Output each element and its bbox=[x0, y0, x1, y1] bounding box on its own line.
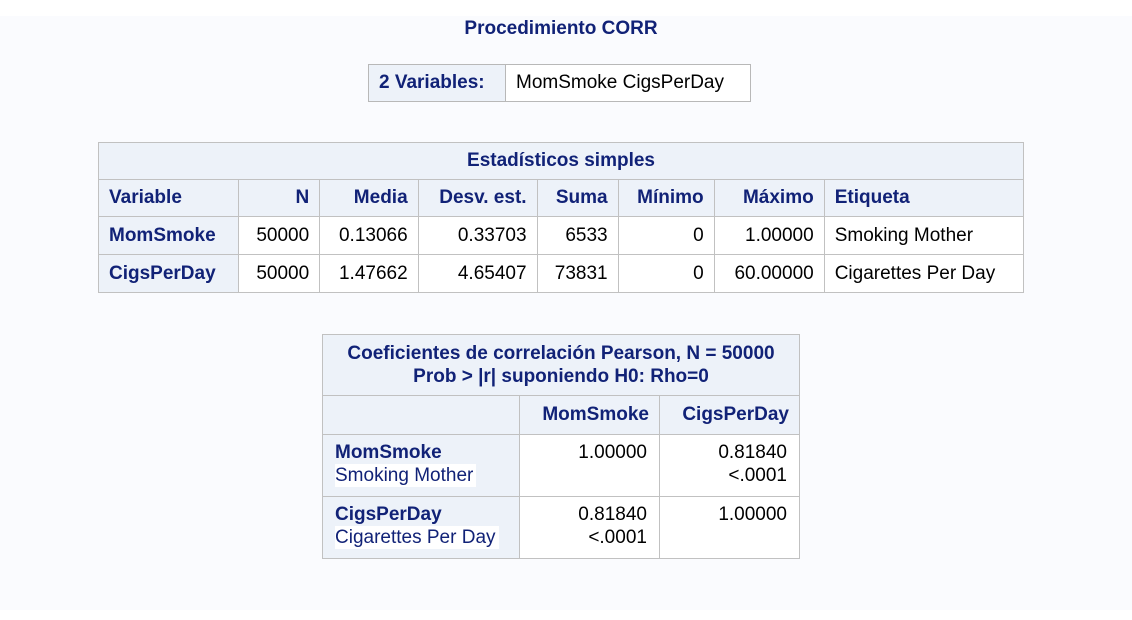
row-header-variable: MomSmoke bbox=[97, 216, 240, 255]
cell-maximo: 1.00000 bbox=[713, 216, 825, 255]
row-variable-label: Cigarettes Per Day bbox=[335, 526, 499, 549]
table-row: CigsPerDay 50000 1.47662 4.65407 73831 0… bbox=[97, 254, 1025, 293]
cell-desv: 4.65407 bbox=[417, 254, 538, 293]
cell-etiqueta: Cigarettes Per Day bbox=[823, 254, 1025, 293]
cell-etiqueta: Smoking Mother bbox=[823, 216, 1025, 255]
cell-minimo: 0 bbox=[617, 216, 715, 255]
row-header-cigsperday: CigsPerDay Cigarettes Per Day bbox=[322, 496, 520, 559]
correlation-cell: 0.81840 <.0001 bbox=[519, 496, 660, 559]
correlation-caption-line2: Prob > |r| suponiendo H0: Rho=0 bbox=[413, 366, 709, 387]
simple-stats-caption: Estadísticos simples bbox=[98, 142, 1024, 180]
correlation-coefficient: 0.81840 bbox=[578, 504, 647, 525]
column-header-minimo: Mínimo bbox=[617, 179, 715, 217]
column-header-suma: Suma bbox=[536, 179, 619, 217]
column-header-desv: Desv. est. bbox=[417, 179, 538, 217]
cell-media: 1.47662 bbox=[319, 254, 419, 293]
cell-n: 50000 bbox=[238, 254, 321, 293]
cell-n: 50000 bbox=[238, 216, 321, 255]
correlation-coefficient: 1.00000 bbox=[718, 504, 787, 525]
correlation-caption-line1: Coeficientes de correlación Pearson, N =… bbox=[347, 343, 775, 364]
correlation-caption: Coeficientes de correlación Pearson, N =… bbox=[322, 334, 800, 396]
correlation-cell: 0.81840 <.0001 bbox=[658, 434, 801, 497]
row-header-momsmoke: MomSmoke Smoking Mother bbox=[322, 434, 520, 497]
row-variable-name: MomSmoke bbox=[335, 442, 442, 463]
column-header-momsmoke: MomSmoke bbox=[519, 395, 660, 435]
cell-suma: 73831 bbox=[536, 254, 619, 293]
cell-media: 0.13066 bbox=[319, 216, 419, 255]
cell-desv: 0.33703 bbox=[417, 216, 538, 255]
p-value bbox=[672, 526, 787, 549]
cell-maximo: 60.00000 bbox=[713, 254, 825, 293]
row-header-variable: CigsPerDay bbox=[97, 254, 240, 293]
column-header-n: N bbox=[238, 179, 321, 217]
simple-stats-table: Estadísticos simples Variable N Media De… bbox=[97, 142, 1025, 293]
column-header-media: Media bbox=[319, 179, 419, 217]
table-row: MomSmoke 50000 0.13066 0.33703 6533 0 1.… bbox=[97, 216, 1025, 255]
corner-blank-cell bbox=[322, 395, 520, 435]
column-header-maximo: Máximo bbox=[713, 179, 825, 217]
cell-minimo: 0 bbox=[617, 254, 715, 293]
variables-label: 2 Variables: bbox=[368, 64, 506, 102]
correlation-cell: 1.00000 bbox=[519, 434, 660, 497]
correlation-table: Coeficientes de correlación Pearson, N =… bbox=[322, 334, 801, 559]
procedure-title: Procedimiento CORR bbox=[464, 18, 658, 39]
variables-value: MomSmoke CigsPerDay bbox=[505, 64, 751, 102]
correlation-coefficient: 1.00000 bbox=[578, 442, 647, 463]
correlation-coefficient: 0.81840 bbox=[718, 442, 787, 463]
column-header-variable: Variable bbox=[97, 179, 240, 217]
p-value bbox=[532, 464, 647, 487]
row-variable-label: Smoking Mother bbox=[335, 464, 477, 487]
row-variable-name: CigsPerDay bbox=[335, 504, 442, 525]
cell-suma: 6533 bbox=[536, 216, 619, 255]
variables-box: 2 Variables: MomSmoke CigsPerDay bbox=[368, 64, 751, 102]
p-value: <.0001 bbox=[728, 465, 787, 486]
column-header-cigsperday: CigsPerDay bbox=[658, 395, 801, 435]
table-row: CigsPerDay Cigarettes Per Day 0.81840 <.… bbox=[322, 496, 801, 559]
p-value: <.0001 bbox=[588, 527, 647, 548]
correlation-cell: 1.00000 bbox=[658, 496, 801, 559]
table-row: MomSmoke Smoking Mother 1.00000 0.81840 … bbox=[322, 434, 801, 497]
column-header-etiqueta: Etiqueta bbox=[823, 179, 1025, 217]
